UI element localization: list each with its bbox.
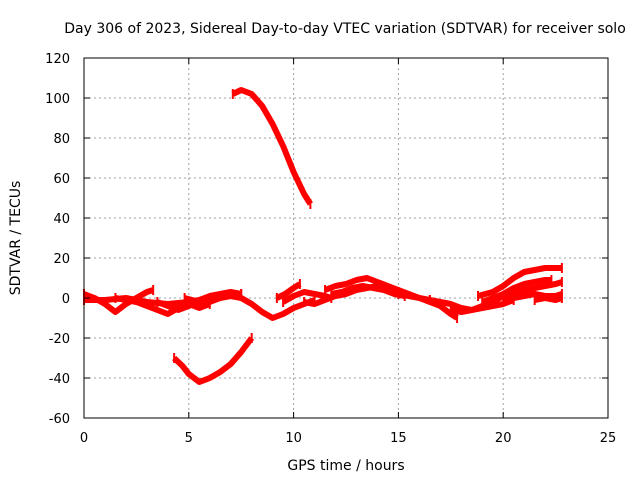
chart-title: Day 306 of 2023, Sidereal Day-to-day VTE… xyxy=(64,21,626,37)
y-tick-label: -20 xyxy=(49,332,70,347)
y-tick-label: 60 xyxy=(53,172,70,187)
grid xyxy=(84,58,608,418)
axis-ticks: 0 5 10 15 20 25 -60 -40 -20 0 20 40 60 80 100 120 xyxy=(45,52,616,446)
series-arc-high xyxy=(231,87,313,206)
x-tick-label: 20 xyxy=(495,431,512,446)
y-tick-label: 20 xyxy=(53,252,70,267)
y-tick-label: 80 xyxy=(53,132,70,147)
y-tick-label: 120 xyxy=(45,52,70,67)
y-tick-label: 0 xyxy=(62,292,70,307)
y-tick-label: 40 xyxy=(53,212,70,227)
x-tick-label: 15 xyxy=(390,431,407,446)
plot-frame xyxy=(83,57,609,419)
y-tick-label: 100 xyxy=(45,92,70,107)
series-group xyxy=(82,87,563,385)
series-s14 xyxy=(477,265,562,299)
x-tick-label: 5 xyxy=(185,431,193,446)
series-arc-low xyxy=(172,336,255,385)
series-s15 xyxy=(481,277,552,305)
x-axis-label: GPS time / hours xyxy=(287,458,404,474)
series-s16 xyxy=(502,291,563,303)
x-tick-label: 0 xyxy=(80,431,88,446)
y-tick-label: -40 xyxy=(49,372,70,387)
series-s6 xyxy=(275,281,302,301)
y-axis-label: SDTVAR / TECUs xyxy=(8,181,24,296)
x-tick-label: 10 xyxy=(285,431,302,446)
y-tick-label: -60 xyxy=(49,412,70,427)
x-tick-label: 25 xyxy=(600,431,617,446)
series-s17 xyxy=(534,295,563,303)
series-s5 xyxy=(183,293,316,321)
series-s7 xyxy=(281,289,333,305)
series-s10 xyxy=(330,283,406,299)
